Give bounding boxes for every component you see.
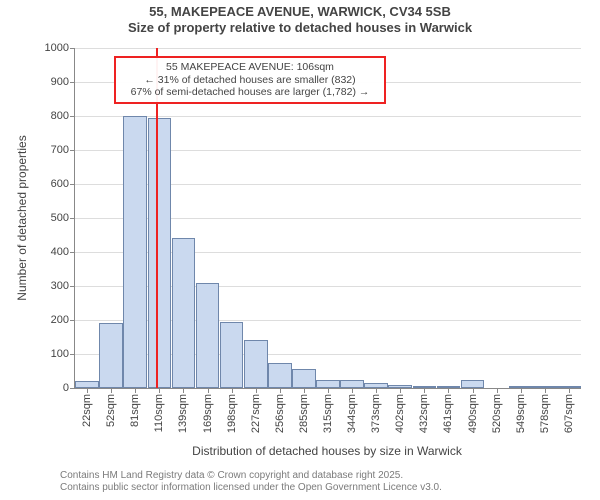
xtick-mark — [400, 388, 401, 393]
ytick-mark — [70, 184, 75, 185]
ytick-label: 700 — [51, 144, 69, 156]
xtick-mark — [280, 388, 281, 393]
xtick-label: 256sqm — [274, 394, 286, 433]
xtick-mark — [135, 388, 136, 393]
ytick-label: 900 — [51, 76, 69, 88]
histogram-bar — [220, 322, 244, 388]
xtick-label: 52sqm — [105, 394, 117, 427]
title-line-2: Size of property relative to detached ho… — [0, 20, 600, 36]
ytick-mark — [70, 218, 75, 219]
xtick-label: 22sqm — [81, 394, 93, 427]
histogram-bar — [244, 340, 268, 388]
histogram-bar — [148, 118, 172, 388]
annotation-box: 55 MAKEPEACE AVENUE: 106sqm← 31% of deta… — [114, 56, 386, 104]
xtick-mark — [328, 388, 329, 393]
xtick-mark — [87, 388, 88, 393]
xtick-mark — [376, 388, 377, 393]
x-axis-label: Distribution of detached houses by size … — [192, 444, 462, 458]
xtick-label: 285sqm — [298, 394, 310, 433]
xtick-label: 578sqm — [539, 394, 551, 433]
xtick-mark — [256, 388, 257, 393]
xtick-label: 139sqm — [177, 394, 189, 433]
xtick-mark — [497, 388, 498, 393]
xtick-label: 227sqm — [250, 394, 262, 433]
xtick-mark — [569, 388, 570, 393]
xtick-label: 432sqm — [418, 394, 430, 433]
xtick-label: 373sqm — [370, 394, 382, 433]
ytick-mark — [70, 82, 75, 83]
xtick-label: 490sqm — [467, 394, 479, 433]
xtick-mark — [208, 388, 209, 393]
ytick-mark — [70, 116, 75, 117]
xtick-label: 402sqm — [394, 394, 406, 433]
histogram-bar — [196, 283, 220, 388]
xtick-mark — [352, 388, 353, 393]
xtick-mark — [183, 388, 184, 393]
ytick-label: 300 — [51, 280, 69, 292]
xtick-label: 81sqm — [129, 394, 141, 427]
ytick-label: 0 — [63, 382, 69, 394]
ytick-label: 600 — [51, 178, 69, 190]
histogram-bar — [340, 380, 364, 389]
chart-titles: 55, MAKEPEACE AVENUE, WARWICK, CV34 5SBS… — [0, 4, 600, 37]
y-axis-label: Number of detached properties — [15, 135, 29, 300]
footer-line: Contains HM Land Registry data © Crown c… — [60, 470, 442, 482]
histogram-bar — [172, 238, 196, 388]
footer-line: Contains public sector information licen… — [60, 482, 442, 494]
ytick-mark — [70, 354, 75, 355]
ytick-mark — [70, 388, 75, 389]
xtick-label: 607sqm — [563, 394, 575, 433]
xtick-mark — [111, 388, 112, 393]
annotation-line: 67% of semi-detached houses are larger (… — [122, 86, 378, 99]
histogram-bar — [316, 380, 340, 389]
histogram-bar — [292, 369, 316, 388]
ytick-mark — [70, 252, 75, 253]
histogram-bar — [99, 323, 123, 388]
xtick-mark — [304, 388, 305, 393]
ytick-label: 1000 — [45, 42, 69, 54]
attribution-footer: Contains HM Land Registry data © Crown c… — [60, 470, 442, 494]
xtick-label: 461sqm — [442, 394, 454, 433]
ytick-mark — [70, 48, 75, 49]
xtick-label: 110sqm — [153, 394, 165, 432]
histogram-bar — [268, 363, 292, 389]
xtick-mark — [232, 388, 233, 393]
ytick-label: 800 — [51, 110, 69, 122]
chart-container: 55, MAKEPEACE AVENUE, WARWICK, CV34 5SBS… — [0, 0, 600, 500]
xtick-label: 520sqm — [491, 394, 503, 433]
ytick-label: 200 — [51, 314, 69, 326]
xtick-mark — [424, 388, 425, 393]
ytick-mark — [70, 286, 75, 287]
xtick-mark — [448, 388, 449, 393]
xtick-label: 549sqm — [515, 394, 527, 433]
xtick-label: 169sqm — [202, 394, 214, 433]
xtick-mark — [521, 388, 522, 393]
ytick-mark — [70, 320, 75, 321]
histogram-bar — [123, 116, 147, 388]
xtick-mark — [545, 388, 546, 393]
xtick-mark — [473, 388, 474, 393]
ytick-mark — [70, 150, 75, 151]
histogram-bar — [75, 381, 99, 388]
xtick-label: 198sqm — [226, 394, 238, 433]
xtick-label: 344sqm — [346, 394, 358, 433]
ytick-label: 500 — [51, 212, 69, 224]
ytick-label: 400 — [51, 246, 69, 258]
xtick-label: 315sqm — [322, 394, 334, 433]
annotation-line: ← 31% of detached houses are smaller (83… — [122, 74, 378, 87]
gridline — [75, 48, 581, 49]
histogram-bar — [461, 380, 485, 389]
annotation-line: 55 MAKEPEACE AVENUE: 106sqm — [122, 61, 378, 74]
xtick-mark — [159, 388, 160, 393]
ytick-label: 100 — [51, 348, 69, 360]
title-line-1: 55, MAKEPEACE AVENUE, WARWICK, CV34 5SB — [0, 4, 600, 20]
